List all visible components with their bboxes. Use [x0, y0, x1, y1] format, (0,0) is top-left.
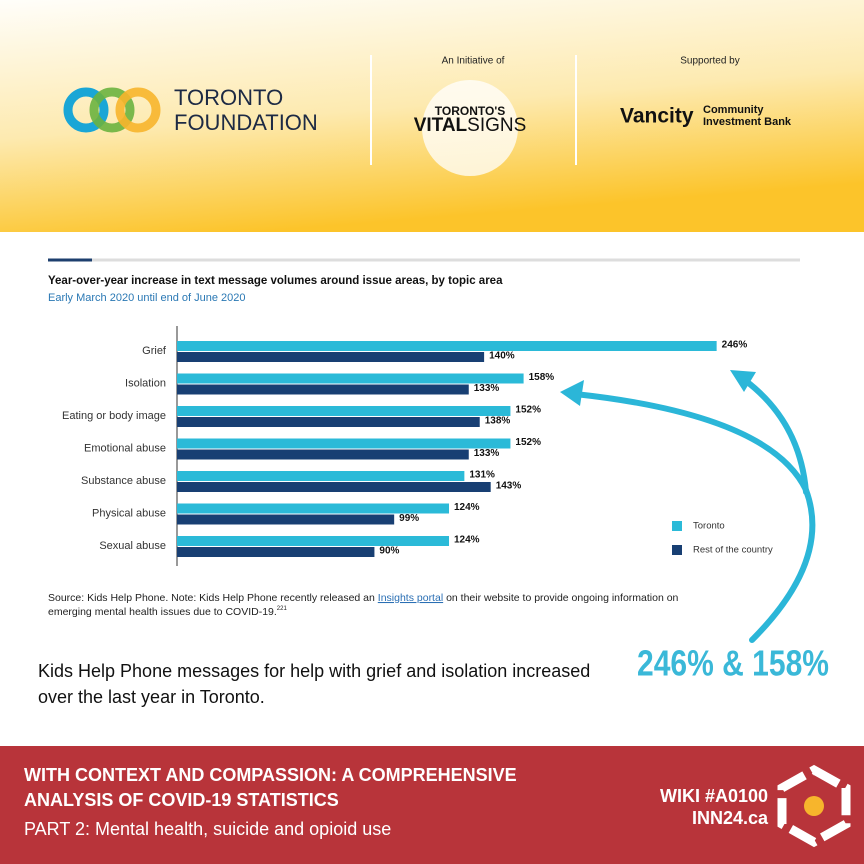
value-label: 158% — [529, 372, 555, 383]
caption: over the last year in Toronto. — [38, 687, 265, 707]
bar — [177, 373, 524, 384]
value-label: 246% — [722, 340, 748, 351]
caption-highlight: 246% & 158% — [637, 643, 829, 684]
bar — [177, 503, 450, 514]
signs: SIGNS — [467, 115, 526, 136]
chart-title: Year-over-year increase in text message … — [48, 275, 503, 287]
supported-label: Supported by — [680, 56, 740, 67]
source-text: on their website to provide ongoing info… — [443, 592, 678, 604]
value-label: 131% — [469, 470, 495, 481]
bar — [177, 384, 469, 395]
source-ref: 221 — [277, 606, 288, 612]
foundation-name: TORONTO — [174, 85, 283, 110]
category-label: Eating or body image — [62, 410, 166, 422]
caption: Kids Help Phone messages for help with g… — [38, 661, 590, 681]
vital-line1: TORONTO'S — [435, 104, 505, 118]
value-label: 143% — [496, 481, 522, 492]
footer-title: WITH CONTEXT AND COMPASSION: A COMPREHEN… — [24, 765, 517, 785]
footer-site: INN24.ca — [692, 808, 769, 828]
bar — [177, 514, 395, 525]
vancity: Vancity — [620, 105, 694, 128]
value-label: 133% — [474, 383, 500, 394]
value-label: 124% — [454, 535, 480, 546]
source-text: Source: Kids Help Phone. Note: Kids Help… — [48, 592, 378, 604]
arrowhead — [730, 370, 756, 392]
bar — [177, 547, 375, 557]
source-text: emerging mental health issues due to COV… — [48, 606, 277, 618]
bar — [177, 352, 485, 362]
foundation-name: FOUNDATION — [174, 110, 318, 135]
source: Source: Kids Help Phone. Note: Kids Help… — [48, 592, 679, 604]
legend-label: Rest of the country — [693, 545, 773, 556]
initiative-label: An Initiative of — [442, 56, 505, 67]
footer-wiki: WIKI #A0100 — [660, 786, 768, 806]
value-label: 99% — [399, 513, 419, 524]
value-label: 138% — [485, 416, 511, 427]
bar — [177, 341, 717, 351]
category-label: Isolation — [125, 377, 166, 389]
value-label: 140% — [489, 351, 515, 362]
footer-part: PART 2: Mental health, suicide and opioi… — [24, 819, 391, 839]
bar — [177, 438, 511, 449]
category-label: Grief — [142, 345, 167, 357]
arrows — [572, 375, 816, 643]
inn-logo — [777, 764, 851, 848]
source-link[interactable]: Insights portal — [378, 592, 443, 604]
value-label: 152% — [515, 405, 541, 416]
vital-circle — [422, 80, 518, 176]
legend-swatch — [672, 545, 682, 555]
foundation-logo — [63, 87, 161, 133]
value-label: 90% — [379, 546, 399, 557]
source: emerging mental health issues due to COV… — [48, 606, 287, 618]
legend-swatch — [672, 521, 682, 531]
value-label: 124% — [454, 502, 480, 513]
chart-subtitle: Early March 2020 until end of June 2020 — [48, 292, 246, 304]
footer-bg — [0, 746, 864, 864]
footer-title: ANALYSIS OF COVID-19 STATISTICS — [24, 790, 339, 810]
value-label: 152% — [515, 437, 541, 448]
bar — [177, 417, 480, 427]
value-label: 133% — [474, 448, 500, 459]
vancity-line: Investment Bank — [703, 116, 792, 128]
arrowhead — [560, 380, 584, 406]
category-label: Physical abuse — [92, 507, 166, 519]
bar — [177, 471, 465, 481]
bar — [177, 536, 450, 546]
bar — [177, 482, 491, 492]
category-label: Emotional abuse — [84, 442, 166, 454]
vital-signs: VITALSIGNS — [414, 115, 527, 136]
vital: VITAL — [414, 115, 468, 136]
vancity-line: Community — [703, 104, 764, 116]
plot: Grief 246% 140% Isolation 158% 133% Eating or … — [62, 340, 773, 557]
bar — [177, 449, 469, 460]
bar — [177, 406, 511, 416]
legend-label: Toronto — [693, 521, 725, 532]
category-label: Sexual abuse — [99, 540, 166, 552]
category-label: Substance abuse — [81, 475, 166, 487]
